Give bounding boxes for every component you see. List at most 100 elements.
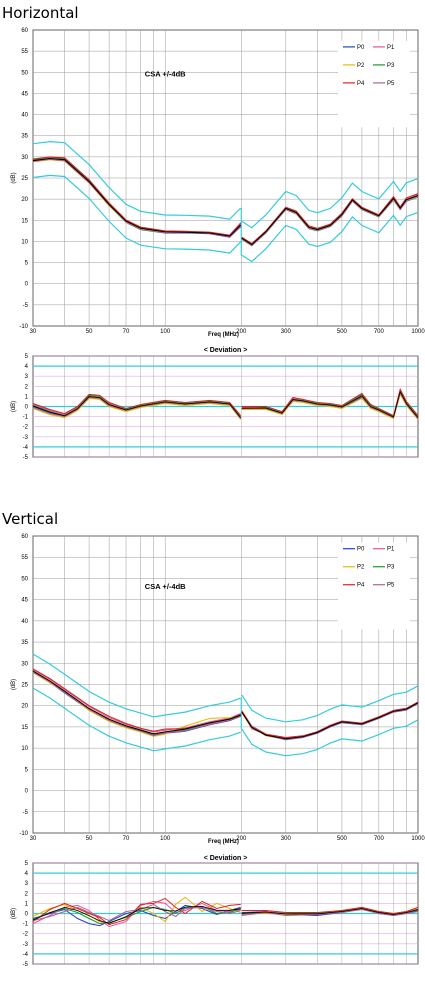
x-tick-label: 1000 [411, 329, 425, 335]
y-tick-label: 15 [21, 725, 28, 731]
x-tick-label: 100 [160, 836, 171, 842]
x-tick-label: 30 [30, 329, 37, 335]
deviation-mean-line [32, 905, 419, 924]
y-axis-label: (dB) [11, 679, 17, 690]
y-tick-label: -5 [23, 455, 29, 461]
legend-box [338, 40, 410, 128]
y-tick-label: 5 [25, 767, 29, 773]
upper-limit-line [32, 140, 419, 229]
y-axis-label: (dB) [11, 401, 17, 412]
legend-label-p2: P2 [357, 63, 365, 69]
x-tick-label: 50 [86, 329, 93, 335]
y-tick-label: 20 [21, 197, 28, 203]
y-tick-label: 60 [21, 28, 28, 34]
y-axis-label: (dB) [11, 908, 17, 919]
deviation-line-p4 [32, 387, 419, 417]
y-tick-label: 40 [21, 619, 28, 625]
x-tick-label: 70 [123, 836, 130, 842]
y-tick-label: 40 [21, 113, 28, 119]
lower-limit-line [32, 174, 419, 263]
y-tick-label: -3 [23, 942, 29, 948]
y-tick-label: -1 [23, 415, 29, 421]
deviation-title: < Deviation > [204, 347, 248, 354]
y-tick-label: -5 [23, 303, 29, 309]
x-axis-label: Freq (MHz) [208, 839, 239, 845]
legend: P0 P1 P2 P3 P4 P5 [338, 542, 410, 630]
x-tick-label: 200 [236, 836, 247, 842]
mean-line [32, 670, 419, 740]
x-tick-label: 70 [123, 329, 130, 335]
legend-label-p1: P1 [387, 45, 395, 51]
y-tick-label: 2 [25, 384, 29, 390]
y-tick-label: -1 [23, 922, 29, 928]
y-tick-label: 2 [25, 891, 29, 897]
x-tick-label: 300 [281, 329, 292, 335]
legend-label-p3: P3 [387, 565, 395, 571]
y-tick-label: 30 [21, 661, 28, 667]
x-tick-label: 500 [337, 329, 348, 335]
legend-label-p0: P0 [357, 547, 365, 553]
y-tick-label: 5 [25, 261, 29, 267]
deviation-line-p4 [32, 897, 419, 926]
y-tick-label: 55 [21, 555, 28, 561]
y-tick-label: 1 [25, 394, 29, 400]
x-tick-label: 700 [374, 836, 385, 842]
legend-label-p1: P1 [387, 547, 395, 553]
y-axis-label: (dB) [11, 172, 17, 183]
y-tick-label: 50 [21, 576, 28, 582]
x-tick-label: 50 [86, 836, 93, 842]
legend-label-p4: P4 [357, 583, 365, 589]
y-tick-label: 10 [21, 239, 28, 245]
y-tick-label: 0 [25, 405, 29, 411]
lower-limit-line [32, 687, 419, 757]
y-tick-label: 15 [21, 218, 28, 224]
x-tick-label: 30 [30, 836, 37, 842]
x-tick-label: 300 [281, 836, 292, 842]
y-tick-label: 35 [21, 640, 28, 646]
legend-box [338, 542, 410, 630]
y-tick-label: 0 [25, 912, 29, 918]
y-tick-label: 3 [25, 374, 29, 380]
deviation-title: < Deviation > [204, 855, 248, 862]
legend-label-p5: P5 [387, 81, 395, 87]
y-tick-label: 10 [21, 746, 28, 752]
y-tick-label: 60 [21, 534, 28, 540]
y-tick-label: 45 [21, 598, 28, 604]
y-tick-label: 30 [21, 155, 28, 161]
legend: P0 P1 P2 P3 P4 P5 [338, 40, 410, 128]
x-tick-label: 200 [236, 329, 247, 335]
mean-line [32, 157, 419, 246]
y-tick-label: -2 [23, 425, 29, 431]
section-title: Vertical [2, 510, 58, 528]
y-tick-label: 3 [25, 881, 29, 887]
deviation-line-p5 [32, 903, 419, 922]
y-tick-label: 20 [21, 704, 28, 710]
y-tick-label: 25 [21, 176, 28, 182]
section-title: Horizontal [2, 4, 79, 22]
horizontal-section: Horizontal605550454035302520151050-5-103… [2, 4, 425, 461]
y-tick-label: 45 [21, 91, 28, 97]
y-tick-label: 35 [21, 134, 28, 140]
upper-limit-line [32, 653, 419, 723]
y-tick-label: 0 [25, 282, 29, 288]
y-tick-label: 4 [25, 871, 29, 877]
series-line-p4 [32, 156, 419, 245]
x-tick-label: 100 [160, 329, 171, 335]
x-tick-label: 700 [374, 329, 385, 335]
y-tick-label: -3 [23, 435, 29, 441]
y-tick-label: 4 [25, 364, 29, 370]
deviation-chart: < Deviation > 5 4 3 2 1 0 -1 -2 -3 -4 -5 (dB) [11, 855, 419, 968]
y-tick-label: -5 [23, 810, 29, 816]
y-tick-label: -2 [23, 932, 29, 938]
y-tick-label: -4 [23, 445, 29, 451]
annotation-label: CSA +/-4dB [145, 582, 186, 591]
deviation-mean-line [32, 390, 419, 419]
y-tick-label: -4 [23, 952, 29, 958]
y-tick-label: 25 [21, 683, 28, 689]
y-tick-label: -10 [19, 324, 28, 330]
y-tick-label: 5 [25, 861, 29, 867]
x-tick-label: 500 [337, 836, 348, 842]
